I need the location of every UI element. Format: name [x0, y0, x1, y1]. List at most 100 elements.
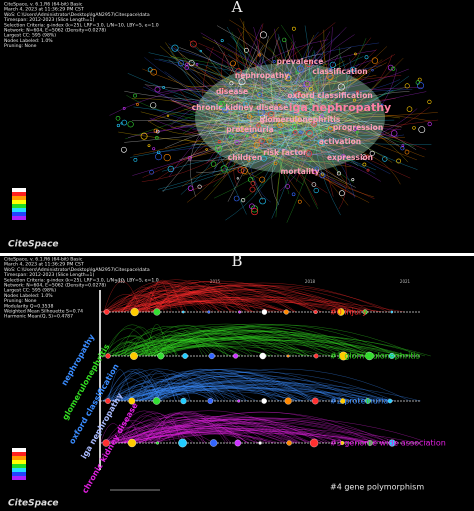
node: [266, 137, 273, 144]
arc: [126, 336, 403, 357]
arc: [109, 385, 185, 402]
node: [305, 150, 313, 157]
node: [387, 64, 394, 71]
node: [178, 60, 184, 67]
node: [259, 197, 266, 205]
edge: [208, 113, 357, 197]
edge: [183, 108, 262, 152]
arc: [133, 289, 366, 313]
arc: [119, 375, 280, 402]
core-glow: [195, 63, 385, 173]
arc: [120, 427, 297, 444]
header-line: Pruning: None: [4, 298, 37, 304]
node: [396, 158, 401, 164]
node: [248, 176, 254, 183]
edge: [299, 55, 339, 142]
panel-a: prevalence nephropathy classification disea…: [3, 2, 439, 250]
node: [416, 82, 424, 90]
arc: [123, 430, 274, 444]
node: [147, 67, 153, 73]
edge: [162, 144, 285, 172]
edge: [272, 118, 384, 138]
node: [219, 102, 223, 106]
edge: [158, 89, 236, 101]
edge: [189, 98, 282, 115]
arc: [140, 375, 369, 402]
arc: [148, 324, 397, 357]
edge: [254, 152, 307, 170]
node: [127, 121, 134, 128]
edge: [144, 84, 291, 105]
edge: [334, 125, 362, 139]
arc: [123, 326, 326, 357]
arc: [104, 294, 227, 313]
node: [329, 61, 336, 69]
edge: [259, 107, 345, 188]
node: [130, 307, 139, 317]
keyword-label: glomerulonephritis: [260, 115, 341, 124]
edge: [257, 79, 338, 96]
edge: [257, 52, 292, 142]
node: [390, 310, 394, 314]
edge: [237, 122, 295, 152]
arc: [141, 370, 179, 402]
edge: [176, 58, 244, 132]
edge: [267, 90, 351, 190]
header-line: WoS: C:\Users\Administrator\Desktop\IgAN…: [4, 12, 150, 18]
header-line: WoS: C:\Users\Administrator\Desktop\IgAN…: [4, 267, 150, 273]
node: [272, 60, 276, 63]
edge: [291, 134, 383, 159]
arc: [132, 296, 290, 313]
edge: [248, 65, 383, 87]
arc: [107, 293, 205, 313]
edge: [190, 43, 299, 143]
node: [127, 438, 137, 448]
edge: [337, 128, 347, 210]
node: [222, 107, 229, 114]
node: [299, 130, 303, 134]
node: [219, 87, 225, 93]
node: [257, 92, 263, 98]
node: [278, 103, 281, 107]
edge: [168, 43, 341, 126]
edge: [313, 72, 371, 95]
color-bar: [12, 188, 26, 192]
edge: [220, 105, 328, 194]
edge: [282, 62, 327, 137]
node: [152, 397, 161, 405]
edge: [270, 36, 293, 154]
arc: [135, 344, 332, 357]
edge: [189, 40, 262, 143]
header-line: Pruning: None: [4, 43, 37, 49]
edge: [261, 46, 278, 103]
arc: [148, 411, 374, 444]
edge: [180, 89, 293, 155]
node: [129, 352, 138, 360]
edge: [198, 42, 295, 89]
node: [188, 60, 195, 67]
node: [116, 123, 120, 128]
node: [197, 184, 202, 189]
edge: [224, 118, 240, 167]
arc: [127, 389, 217, 402]
edge: [318, 81, 344, 98]
arc: [103, 381, 218, 402]
node: [371, 57, 379, 64]
node: [283, 309, 289, 315]
edge: [258, 82, 349, 206]
edge: [243, 21, 272, 110]
node: [305, 60, 312, 67]
header-line: Nodes Labeled: 1.0%: [4, 293, 53, 299]
cluster-label: #2 proteinuria: [330, 397, 388, 406]
edge: [234, 37, 307, 153]
arc: [146, 296, 380, 313]
node: [267, 111, 275, 118]
node: [328, 67, 333, 72]
edge: [253, 43, 280, 150]
arc: [144, 411, 229, 444]
arc: [154, 368, 247, 402]
edge: [309, 118, 332, 147]
edge: [261, 75, 377, 93]
header-line: Timespan: 2012-2023 (Slice Length=1): [3, 272, 94, 278]
edge: [186, 86, 260, 203]
